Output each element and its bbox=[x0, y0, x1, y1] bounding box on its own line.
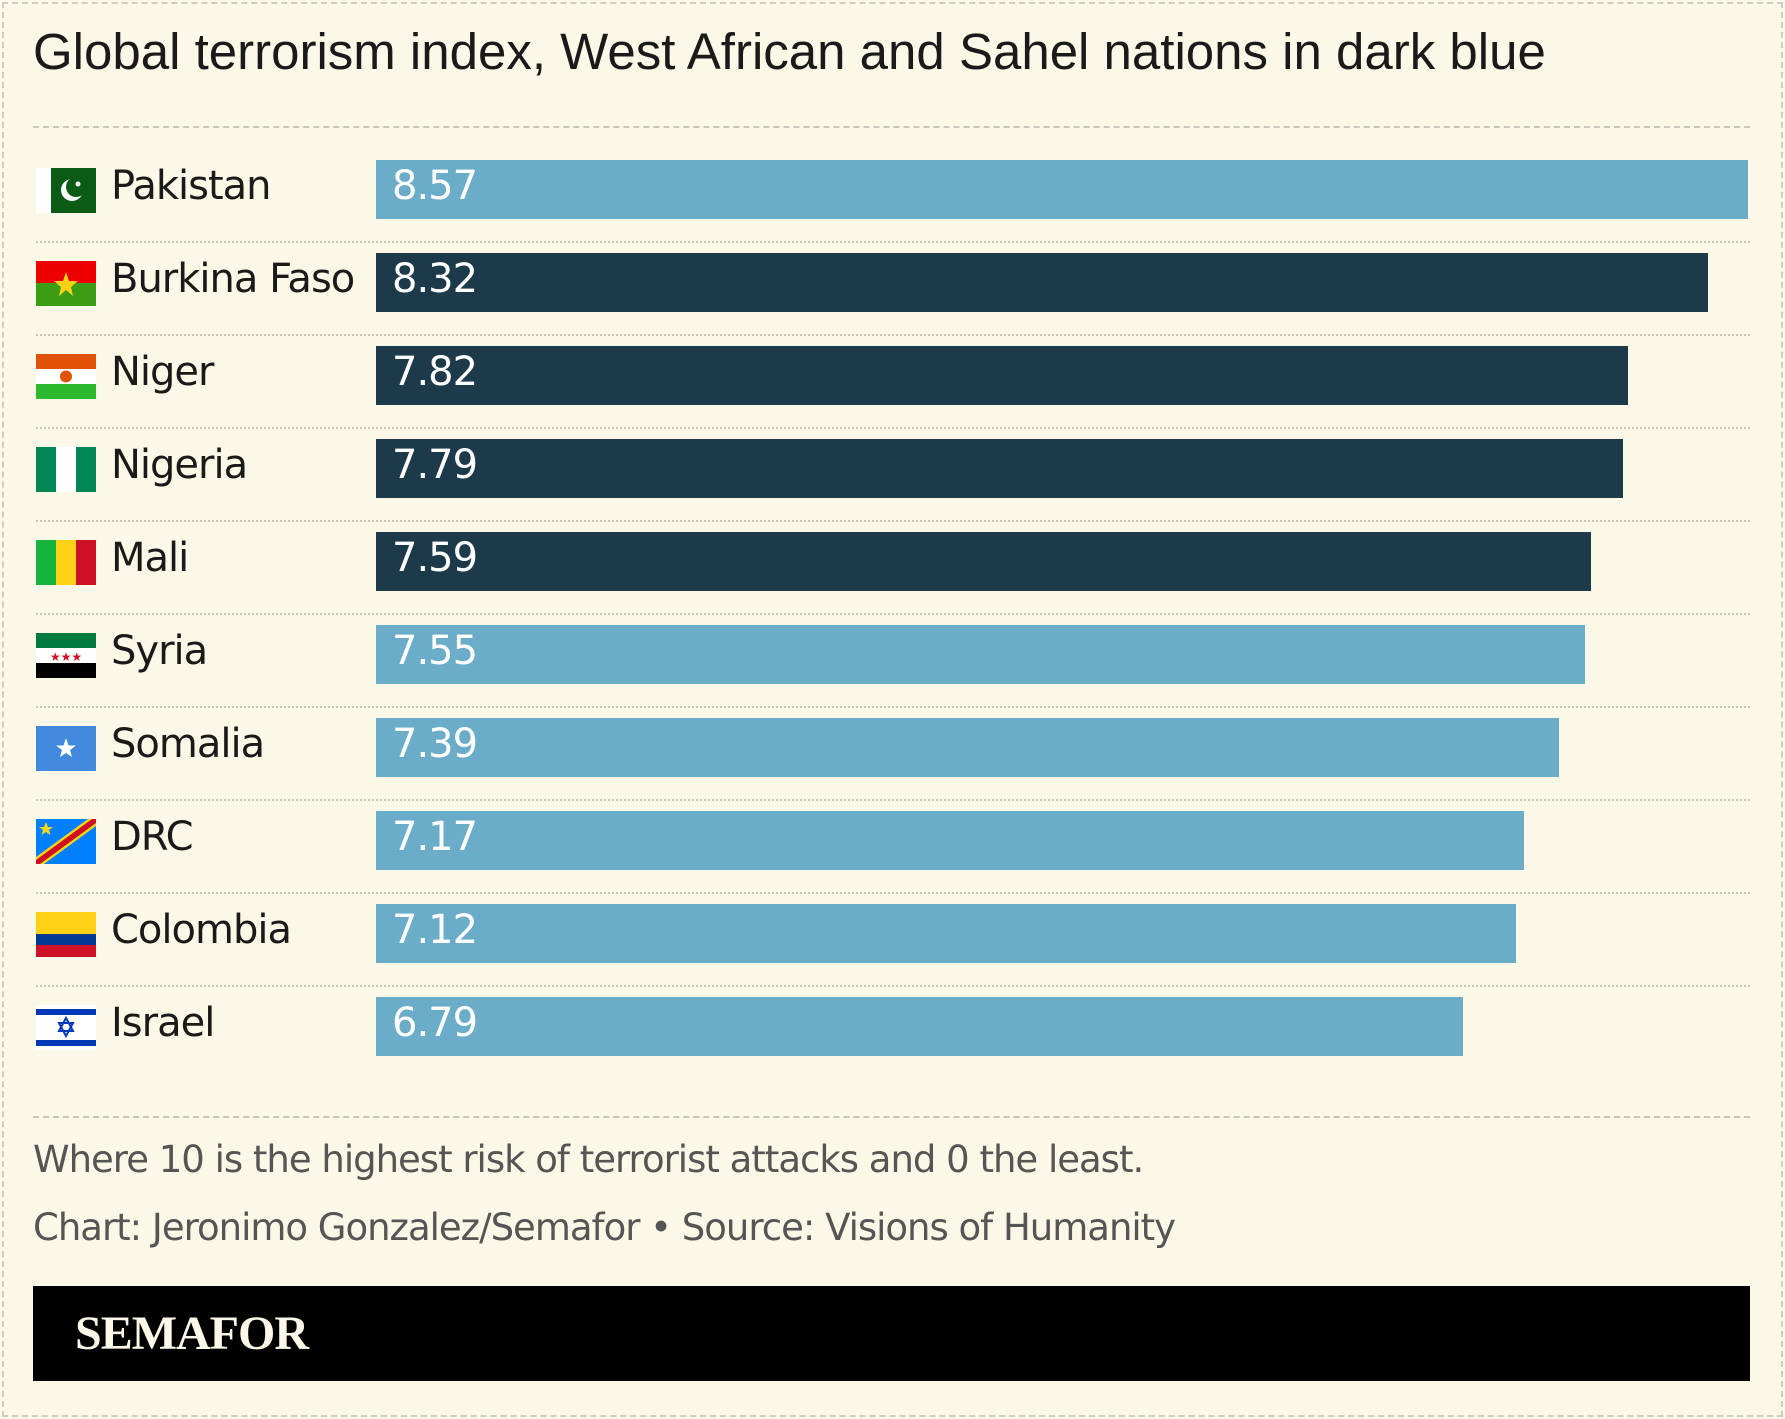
brand-footer: SEMAFOR bbox=[33, 1286, 1750, 1381]
country-label: Pakistan bbox=[111, 163, 271, 209]
bottom-divider bbox=[33, 1116, 1750, 1118]
syria-flag-icon: ★★★ bbox=[36, 633, 96, 678]
country-label: Somalia bbox=[111, 721, 265, 767]
bar-row: Burkina Faso 8.32 bbox=[36, 253, 1750, 351]
bar: 6.79 bbox=[376, 997, 1464, 1056]
bar-row: Colombia 7.12 bbox=[36, 904, 1750, 1002]
chart-title: Global terrorism index, West African and… bbox=[33, 23, 1546, 80]
pakistan-flag-icon bbox=[36, 168, 96, 213]
row-divider bbox=[36, 334, 1750, 336]
chart-note: Where 10 is the highest risk of terroris… bbox=[33, 1138, 1144, 1181]
bar-row: Somalia 7.39 bbox=[36, 718, 1750, 816]
bar: 7.17 bbox=[376, 811, 1524, 870]
data-label: 7.12 bbox=[392, 907, 478, 953]
country-label: Burkina Faso bbox=[111, 256, 355, 302]
row-divider bbox=[36, 613, 1750, 615]
bar: 7.79 bbox=[376, 439, 1624, 498]
chart-credit: Chart: Jeronimo Gonzalez/Semafor • Sourc… bbox=[33, 1206, 1176, 1249]
country-label: Niger bbox=[111, 349, 214, 395]
somalia-flag-icon bbox=[36, 726, 96, 771]
row-divider bbox=[36, 799, 1750, 801]
country-label: Mali bbox=[111, 535, 189, 581]
country-label: Colombia bbox=[111, 907, 292, 953]
country-label: Israel bbox=[111, 1000, 215, 1046]
top-divider bbox=[33, 126, 1750, 128]
bar: 7.55 bbox=[376, 625, 1585, 684]
country-label: Syria bbox=[111, 628, 208, 674]
bar: 7.12 bbox=[376, 904, 1516, 963]
data-label: 7.39 bbox=[392, 721, 478, 767]
row-divider bbox=[36, 985, 1750, 987]
row-divider bbox=[36, 427, 1750, 429]
bar: 8.32 bbox=[376, 253, 1708, 312]
data-label: 7.79 bbox=[392, 442, 478, 488]
bar-row: Nigeria 7.79 bbox=[36, 439, 1750, 537]
israel-flag-icon bbox=[36, 1005, 96, 1050]
bar: 7.59 bbox=[376, 532, 1592, 591]
data-label: 7.59 bbox=[392, 535, 478, 581]
niger-flag-icon bbox=[36, 354, 96, 399]
data-label: 7.17 bbox=[392, 814, 478, 860]
row-divider bbox=[36, 892, 1750, 894]
mali-flag-icon bbox=[36, 540, 96, 585]
bar-row: ★★★ Syria 7.55 bbox=[36, 625, 1750, 723]
bar-row: DRC 7.17 bbox=[36, 811, 1750, 909]
burkina-faso-flag-icon bbox=[36, 261, 96, 306]
semafor-logo: SEMAFOR bbox=[75, 1307, 309, 1360]
colombia-flag-icon bbox=[36, 912, 96, 957]
row-divider bbox=[36, 706, 1750, 708]
data-label: 6.79 bbox=[392, 1000, 478, 1046]
bar-row: Pakistan 8.57 bbox=[36, 160, 1750, 258]
bar: 7.82 bbox=[376, 346, 1628, 405]
bar: 7.39 bbox=[376, 718, 1560, 777]
bar-row: Israel 6.79 bbox=[36, 997, 1750, 1095]
data-label: 7.82 bbox=[392, 349, 478, 395]
data-label: 8.57 bbox=[392, 163, 478, 209]
nigeria-flag-icon bbox=[36, 447, 96, 492]
country-label: DRC bbox=[111, 814, 194, 860]
bar-row: Niger 7.82 bbox=[36, 346, 1750, 444]
row-divider bbox=[36, 241, 1750, 243]
data-label: 7.55 bbox=[392, 628, 478, 674]
row-divider bbox=[36, 520, 1750, 522]
data-label: 8.32 bbox=[392, 256, 478, 302]
country-label: Nigeria bbox=[111, 442, 248, 488]
drc-flag-icon bbox=[36, 819, 96, 864]
bar-row: Mali 7.59 bbox=[36, 532, 1750, 630]
bar: 8.57 bbox=[376, 160, 1748, 219]
svg-text:★★★: ★★★ bbox=[50, 650, 82, 664]
